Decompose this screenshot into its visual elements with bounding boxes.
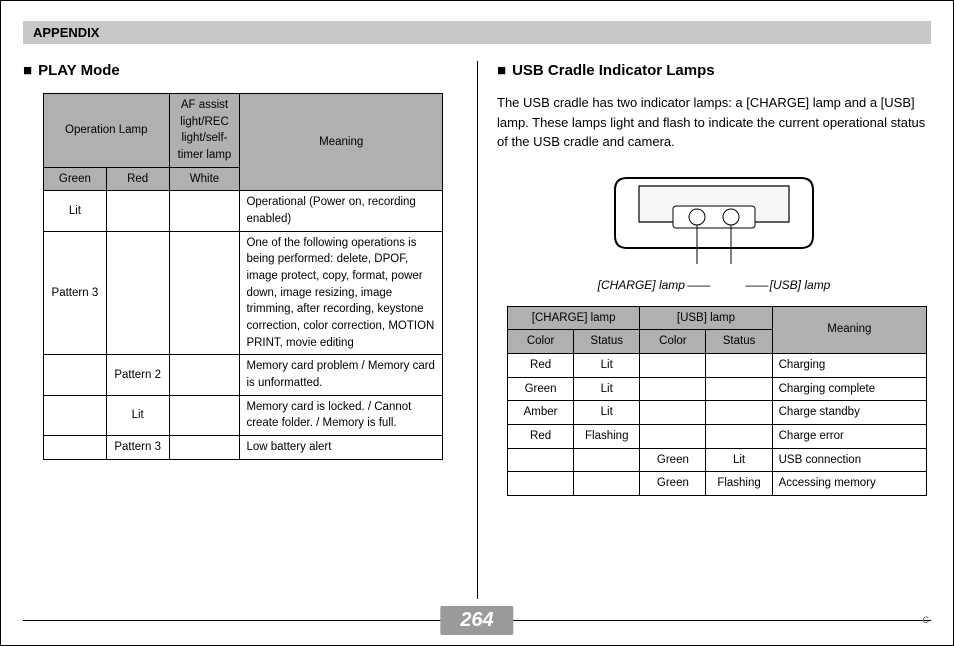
- cradle-labels: [CHARGE] lamp [USB] lamp: [598, 278, 831, 292]
- col-usb-lamp: [USB] lamp: [640, 306, 772, 330]
- table-header-row: Operation Lamp AF assist light/REC light…: [44, 94, 443, 168]
- col-charge-lamp: [CHARGE] lamp: [508, 306, 640, 330]
- square-bullet-icon: ■: [23, 62, 32, 79]
- manual-page: APPENDIX ■ PLAY Mode Operation Lamp AF a…: [0, 0, 954, 646]
- cradle-icon: [599, 166, 829, 276]
- charge-lamp-label: [CHARGE] lamp: [598, 278, 710, 292]
- table-row: Green Lit Charging complete: [508, 377, 927, 401]
- table-row: Pattern 2 Memory card problem / Memory c…: [44, 355, 443, 395]
- play-mode-heading: ■ PLAY Mode: [23, 62, 457, 79]
- table-row: Green Lit USB connection: [508, 448, 927, 472]
- col-op-lamp: Operation Lamp: [44, 94, 170, 168]
- table-header-row: [CHARGE] lamp [USB] lamp Meaning: [508, 306, 927, 330]
- col-meaning: Meaning: [240, 94, 443, 191]
- page-number-box: 264: [440, 606, 513, 635]
- cradle-lamp-table: [CHARGE] lamp [USB] lamp Meaning Color S…: [507, 306, 927, 496]
- table-row: Red Lit Charging: [508, 353, 927, 377]
- usb-cradle-heading-text: USB Cradle Indicator Lamps: [512, 62, 715, 79]
- table-row: Pattern 3 Low battery alert: [44, 436, 443, 460]
- col-usb-color: Color: [640, 330, 706, 354]
- col-white: White: [169, 167, 240, 191]
- column-divider: [477, 61, 478, 599]
- appendix-header: APPENDIX: [23, 21, 931, 44]
- col-red: Red: [106, 167, 169, 191]
- table-row: Pattern 3 One of the following operation…: [44, 231, 443, 355]
- page-number: 264: [460, 609, 493, 631]
- col-green: Green: [44, 167, 107, 191]
- usb-cradle-intro: The USB cradle has two indicator lamps: …: [497, 93, 931, 152]
- usb-lamp-label: [USB] lamp: [745, 278, 830, 292]
- table-row: Red Flashing Charge error: [508, 424, 927, 448]
- table-row: Lit Memory card is locked. / Cannot crea…: [44, 395, 443, 435]
- left-column: ■ PLAY Mode Operation Lamp AF assist lig…: [23, 62, 477, 496]
- play-mode-table: Operation Lamp AF assist light/REC light…: [43, 93, 443, 460]
- col-af-lamp: AF assist light/REC light/self-timer lam…: [169, 94, 240, 168]
- col-meaning: Meaning: [772, 306, 926, 353]
- col-usb-status: Status: [706, 330, 772, 354]
- col-charge-color: Color: [508, 330, 574, 354]
- col-charge-status: Status: [574, 330, 640, 354]
- corner-mark: C: [923, 615, 930, 625]
- play-mode-heading-text: PLAY Mode: [38, 62, 120, 79]
- table-row: Green Flashing Accessing memory: [508, 472, 927, 496]
- square-bullet-icon: ■: [497, 62, 506, 79]
- usb-cradle-heading: ■ USB Cradle Indicator Lamps: [497, 62, 931, 79]
- table-row: Amber Lit Charge standby: [508, 401, 927, 425]
- table-row: Lit Operational (Power on, recording ena…: [44, 191, 443, 231]
- cradle-figure: [CHARGE] lamp [USB] lamp: [497, 166, 931, 292]
- right-column: ■ USB Cradle Indicator Lamps The USB cra…: [477, 62, 931, 496]
